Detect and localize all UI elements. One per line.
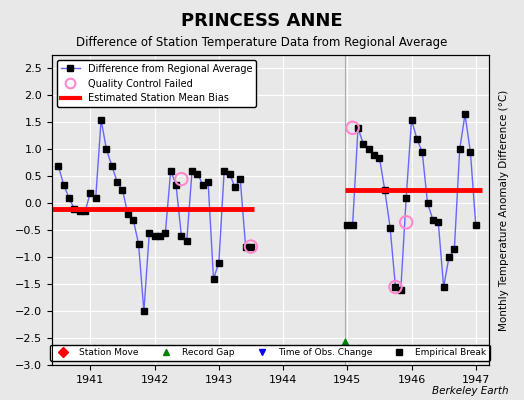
Text: Berkeley Earth: Berkeley Earth [432,386,508,396]
Point [348,125,357,131]
Point [247,243,255,250]
Text: PRINCESS ANNE: PRINCESS ANNE [181,12,343,30]
Point [402,219,410,226]
Point [177,176,185,182]
Point [391,284,400,290]
Legend: Station Move, Record Gap, Time of Obs. Change, Empirical Break: Station Move, Record Gap, Time of Obs. C… [50,344,490,361]
Y-axis label: Monthly Temperature Anomaly Difference (°C): Monthly Temperature Anomaly Difference (… [499,90,509,331]
Point [341,340,350,347]
Text: Difference of Station Temperature Data from Regional Average: Difference of Station Temperature Data f… [77,36,447,49]
